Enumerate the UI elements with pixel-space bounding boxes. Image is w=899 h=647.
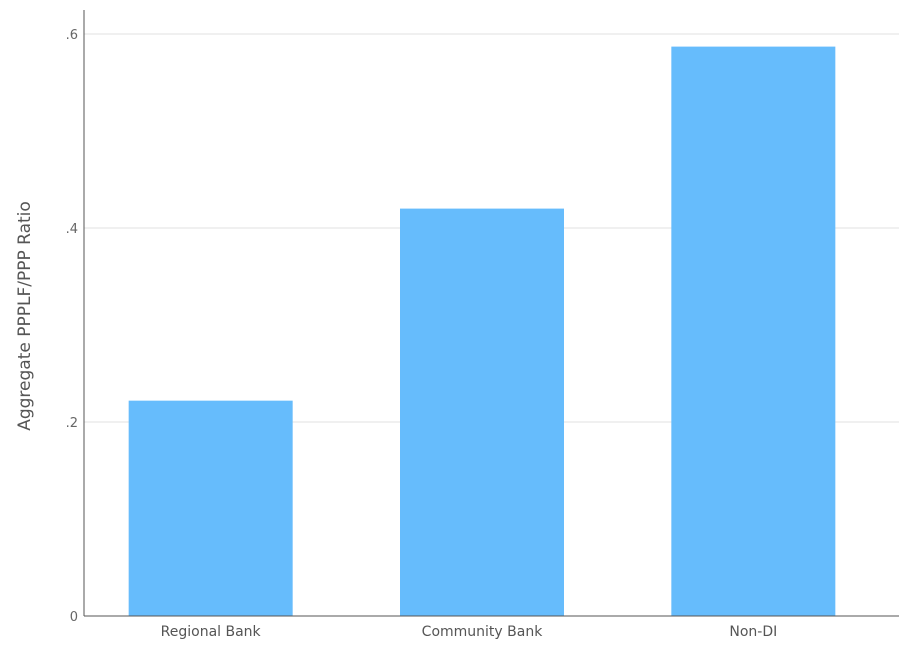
x-category-label: Regional Bank — [161, 624, 262, 640]
bar-regional-bank — [128, 400, 293, 616]
bar-community-bank — [400, 208, 564, 616]
y-tick-labels: 0 .2 .4 .6 — [66, 28, 78, 625]
x-category-labels: Regional Bank Community Bank Non-DI — [161, 624, 778, 640]
y-tick-label: .6 — [66, 28, 78, 43]
bar-non-di — [671, 46, 836, 617]
x-category-label: Community Bank — [422, 624, 544, 640]
axes — [83, 10, 899, 617]
bars — [128, 46, 836, 617]
x-category-label: Non-DI — [729, 624, 777, 640]
y-tick-label: .2 — [66, 416, 78, 431]
y-tick-label: .4 — [66, 222, 78, 237]
y-tick-label: 0 — [70, 610, 78, 625]
y-axis-title: Aggregate PPPLF/PPP Ratio — [15, 201, 35, 431]
